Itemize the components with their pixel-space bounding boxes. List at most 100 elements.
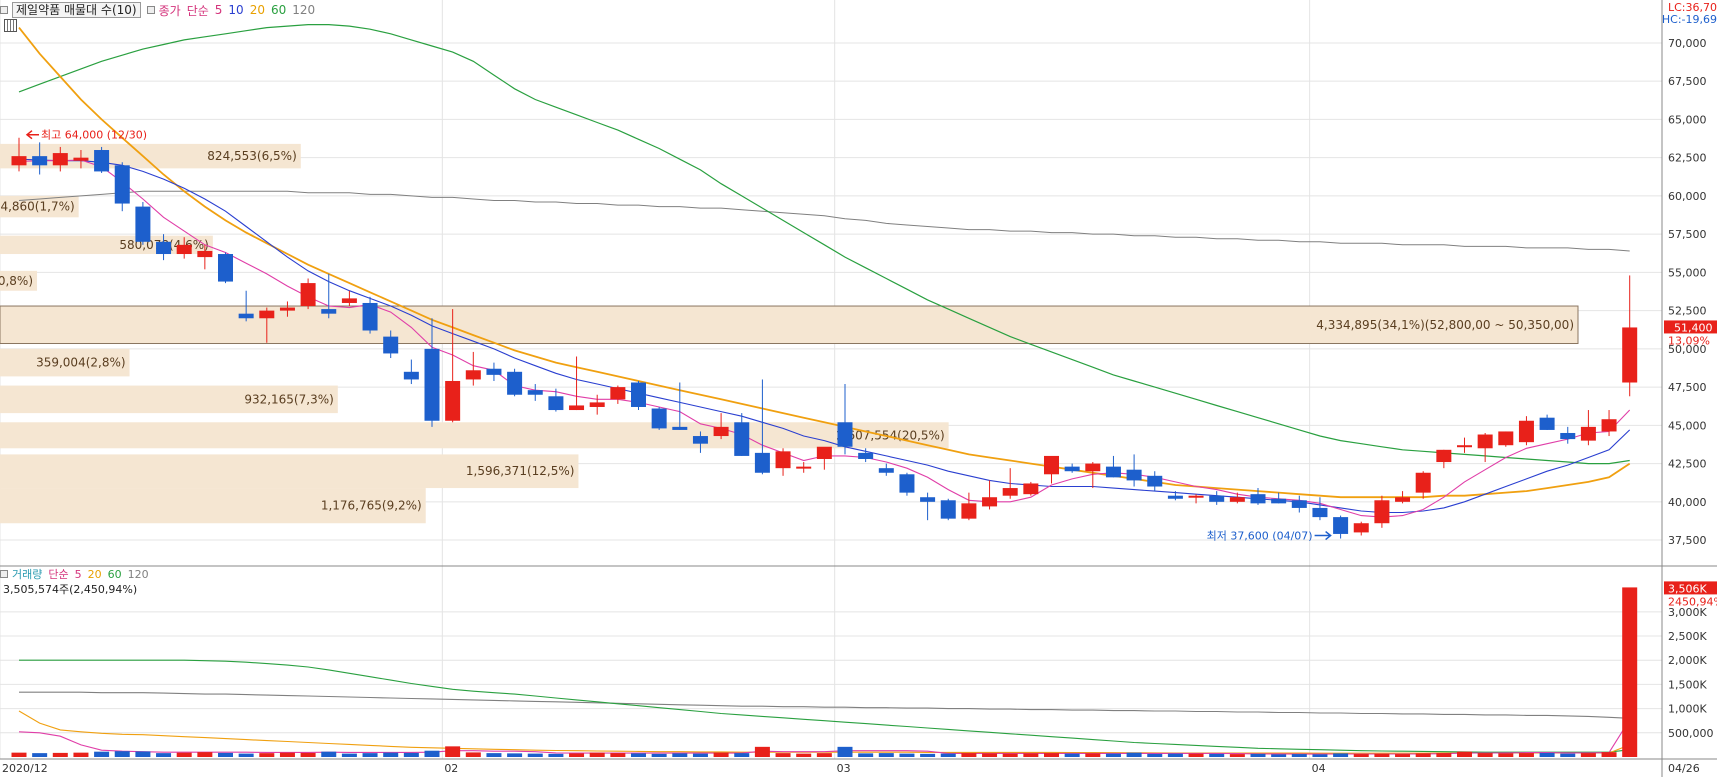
candle[interactable] bbox=[651, 406, 667, 430]
candle[interactable] bbox=[94, 146, 110, 173]
volume-bar[interactable] bbox=[1126, 752, 1142, 757]
candle[interactable] bbox=[858, 448, 874, 463]
volume-bar[interactable] bbox=[403, 752, 419, 757]
volume-ma5-period[interactable]: 5 bbox=[74, 567, 82, 581]
indicator-toggle-icon[interactable] bbox=[0, 6, 8, 14]
candle[interactable] bbox=[1271, 492, 1287, 504]
candle[interactable] bbox=[362, 296, 378, 334]
volume-bar[interactable] bbox=[982, 753, 998, 757]
candle[interactable] bbox=[1477, 432, 1493, 463]
volume-bar[interactable] bbox=[1023, 753, 1039, 757]
candle[interactable] bbox=[1333, 515, 1349, 539]
candle[interactable] bbox=[527, 384, 543, 401]
candle[interactable] bbox=[486, 362, 502, 381]
candle[interactable] bbox=[424, 318, 440, 427]
candle[interactable] bbox=[899, 472, 915, 496]
volume-bar[interactable] bbox=[383, 752, 399, 757]
candle[interactable] bbox=[1457, 437, 1472, 453]
volume-bar[interactable] bbox=[32, 753, 48, 757]
volume-bar[interactable] bbox=[135, 751, 151, 757]
volume-bar[interactable] bbox=[858, 753, 874, 757]
volume-bar[interactable] bbox=[1291, 754, 1307, 757]
volume-profile-indicator-label[interactable]: 제일약품 매물대 수(10) bbox=[12, 2, 141, 18]
volume-label[interactable]: 거래량 bbox=[12, 568, 43, 581]
volume-bar[interactable] bbox=[300, 752, 316, 757]
volume-bar[interactable] bbox=[1395, 754, 1411, 757]
ma20-period[interactable]: 20 bbox=[249, 3, 265, 17]
candle[interactable] bbox=[218, 252, 233, 284]
candle[interactable] bbox=[1044, 455, 1059, 484]
volume-bar[interactable] bbox=[837, 746, 853, 757]
close-toggle-icon[interactable] bbox=[146, 6, 155, 14]
candle[interactable] bbox=[1415, 471, 1431, 499]
candle[interactable] bbox=[259, 307, 275, 343]
volume-bar[interactable] bbox=[816, 753, 832, 757]
volume-bar[interactable] bbox=[589, 752, 605, 757]
candle[interactable] bbox=[197, 244, 213, 270]
volume-bar[interactable] bbox=[362, 753, 378, 757]
volume-bar[interactable] bbox=[961, 753, 977, 757]
volume-bar[interactable] bbox=[878, 753, 894, 757]
ma10-period[interactable]: 10 bbox=[228, 3, 244, 17]
candle[interactable] bbox=[135, 202, 151, 245]
volume-bar[interactable] bbox=[1518, 753, 1534, 757]
ma120-period[interactable]: 120 bbox=[292, 3, 316, 17]
volume-bar[interactable] bbox=[156, 753, 172, 757]
candle[interactable] bbox=[920, 492, 936, 521]
volume-bar[interactable] bbox=[259, 753, 275, 757]
volume-bar[interactable] bbox=[1188, 753, 1204, 757]
candle[interactable] bbox=[383, 330, 399, 359]
candle[interactable] bbox=[238, 290, 254, 322]
volume-bar[interactable] bbox=[321, 751, 337, 757]
candle[interactable] bbox=[1250, 488, 1266, 505]
candle[interactable] bbox=[1002, 468, 1018, 499]
candle[interactable] bbox=[734, 413, 750, 456]
volume-bar[interactable] bbox=[1147, 753, 1163, 757]
ma5-period[interactable]: 5 bbox=[214, 3, 223, 17]
volume-bar[interactable] bbox=[238, 753, 254, 757]
candle[interactable] bbox=[713, 413, 729, 440]
volume-bar[interactable] bbox=[279, 752, 295, 757]
candle[interactable] bbox=[156, 234, 172, 261]
volume-bar[interactable] bbox=[1312, 754, 1328, 757]
volume-bar[interactable] bbox=[197, 752, 213, 757]
candle[interactable] bbox=[631, 380, 646, 411]
volume-bar[interactable] bbox=[569, 753, 585, 757]
candle[interactable] bbox=[982, 480, 998, 510]
candle[interactable] bbox=[940, 498, 956, 521]
candle[interactable] bbox=[1374, 495, 1390, 528]
candle[interactable] bbox=[1436, 449, 1452, 469]
candle[interactable] bbox=[32, 142, 48, 175]
candle[interactable] bbox=[279, 301, 295, 317]
volume-bar[interactable] bbox=[218, 752, 233, 757]
volume-bar[interactable] bbox=[940, 753, 956, 757]
candle[interactable] bbox=[1147, 471, 1163, 492]
candle[interactable] bbox=[403, 359, 419, 385]
volume-bar[interactable] bbox=[1105, 753, 1121, 757]
candle[interactable] bbox=[1560, 426, 1576, 444]
candle[interactable] bbox=[1601, 410, 1617, 437]
volume-bar[interactable] bbox=[1374, 753, 1390, 757]
volume-bar[interactable] bbox=[1271, 754, 1287, 757]
candle[interactable] bbox=[1291, 495, 1307, 513]
settings-grid-icon[interactable] bbox=[4, 19, 17, 32]
volume-bar[interactable] bbox=[1209, 753, 1225, 757]
volume-bar[interactable] bbox=[73, 752, 89, 757]
candle[interactable] bbox=[1085, 462, 1101, 489]
candle[interactable] bbox=[1126, 454, 1142, 487]
candle[interactable] bbox=[610, 385, 626, 404]
volume-bar[interactable] bbox=[1601, 752, 1617, 757]
candle[interactable] bbox=[52, 146, 68, 172]
volume-bar[interactable] bbox=[1580, 753, 1596, 757]
volume-bar[interactable] bbox=[713, 752, 729, 757]
volume-bar[interactable] bbox=[692, 753, 708, 757]
volume-bar[interactable] bbox=[631, 753, 646, 757]
volume-bar[interactable] bbox=[920, 753, 936, 757]
volume-ma20-period[interactable]: 20 bbox=[87, 567, 102, 581]
candle[interactable] bbox=[837, 384, 853, 455]
candle[interactable] bbox=[1105, 455, 1121, 478]
candle[interactable] bbox=[1580, 410, 1596, 446]
candle[interactable] bbox=[878, 463, 894, 476]
volume-bar[interactable] bbox=[1002, 753, 1018, 757]
